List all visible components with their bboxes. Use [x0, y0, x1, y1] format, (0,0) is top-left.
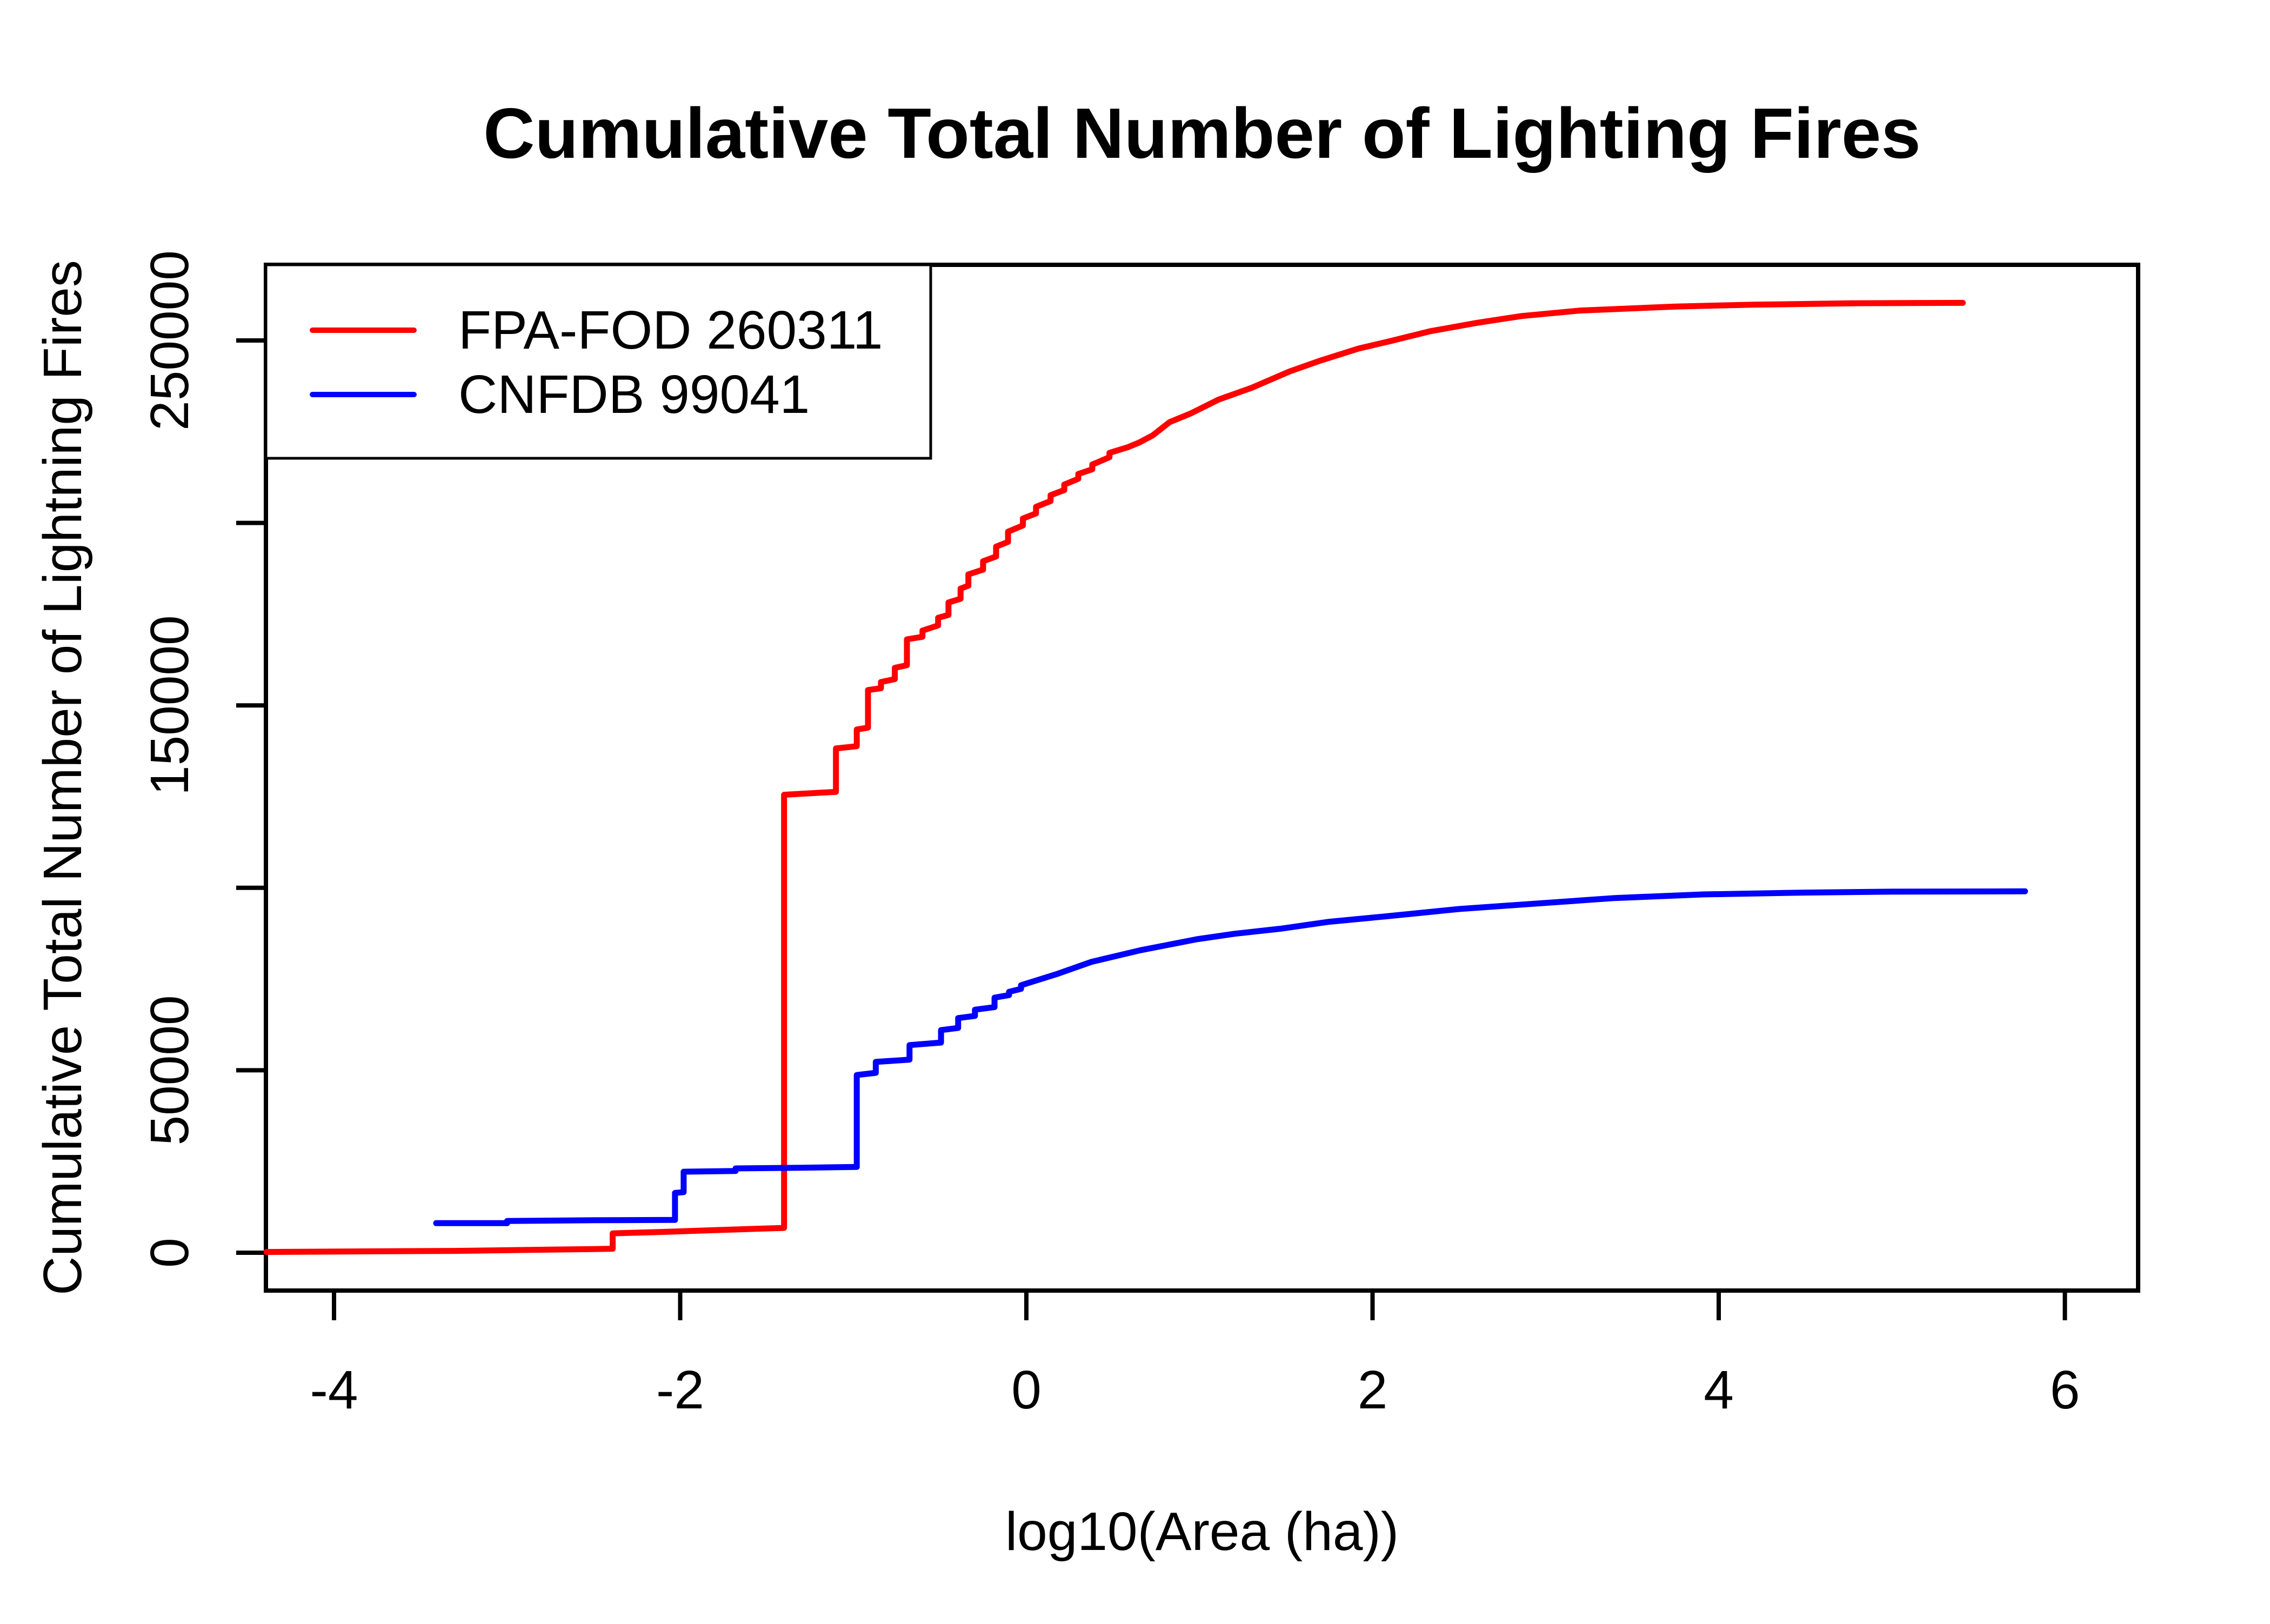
legend-box — [264, 263, 932, 460]
plot-box — [264, 263, 2140, 1293]
data-series-lines — [263, 299, 2028, 1255]
x-tick-label: 2 — [1358, 1360, 1388, 1420]
y-tick-label: 0 — [139, 1238, 200, 1268]
y-axis-ticks: 0 50000 150000 250000 — [139, 250, 266, 1268]
y-tick-label: 250000 — [139, 250, 200, 431]
y-axis-title: Cumulative Total Number of Lightning Fir… — [32, 260, 93, 1295]
x-tick-label: -4 — [310, 1360, 358, 1420]
x-tick-label: 0 — [1011, 1360, 1041, 1420]
x-axis-ticks: -4 -2 0 2 4 6 — [310, 1291, 2080, 1420]
y-tick-label: 50000 — [139, 995, 200, 1145]
chart-title: Cumulative Total Number of Lighting Fire… — [483, 93, 1921, 173]
legend-label-fpa-fod: FPA-FOD 260311 — [458, 300, 883, 360]
series-line-cnfdb-99041 — [433, 888, 2028, 1226]
x-tick-label: -2 — [656, 1360, 704, 1420]
x-axis-title: log10(Area (ha)) — [1005, 1501, 1399, 1562]
x-tick-label: 6 — [2050, 1360, 2080, 1420]
x-tick-label: 4 — [1704, 1360, 1734, 1420]
legend: FPA-FOD 260311 CNFDB 99041 — [264, 263, 932, 460]
legend-label-cnfdb: CNFDB 99041 — [458, 364, 810, 425]
series-line-fpa-fod-260311 — [263, 299, 1966, 1255]
y-tick-label: 150000 — [139, 615, 200, 796]
